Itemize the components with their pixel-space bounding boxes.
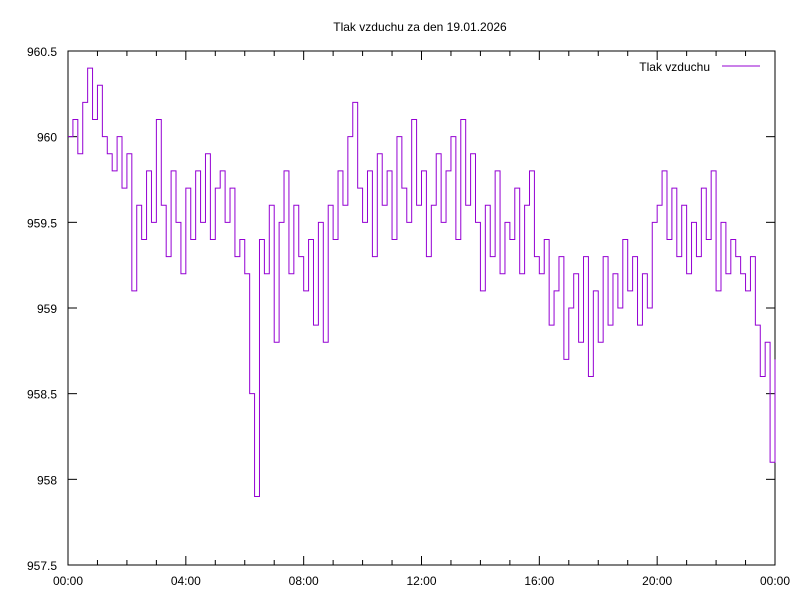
legend-label: Tlak vzduchu	[639, 60, 710, 74]
plot-frame	[67, 50, 776, 566]
x-tick-label: 00:00	[760, 574, 790, 588]
x-tick-label: 08:00	[289, 574, 319, 588]
y-tick-label: 958	[37, 473, 57, 487]
x-tick-label: 04:00	[171, 574, 201, 588]
x-tick-label: 16:00	[524, 574, 554, 588]
x-tick-label: 12:00	[406, 574, 436, 588]
y-tick-label: 958.5	[27, 388, 57, 402]
x-tick-label: 00:00	[53, 574, 83, 588]
chart-title: Tlak vzduchu za den 19.01.2026	[333, 20, 507, 34]
y-tick-label: 960	[37, 131, 57, 145]
legend: Tlak vzduchu	[639, 60, 760, 74]
y-tick-label: 957.5	[27, 559, 57, 573]
y-tick-label: 959	[37, 302, 57, 316]
y-tick-label: 959.5	[27, 216, 57, 230]
y-tick-label: 960.5	[27, 45, 57, 59]
series-line-tlak-vzduchu	[68, 67, 776, 497]
x-tick-label: 20:00	[642, 574, 672, 588]
